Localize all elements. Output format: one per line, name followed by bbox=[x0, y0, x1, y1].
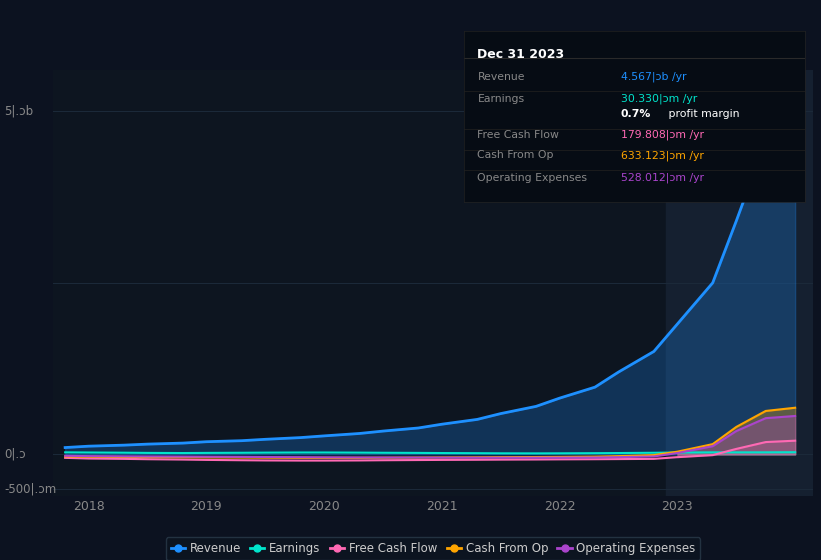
Text: Operating Expenses: Operating Expenses bbox=[478, 172, 588, 183]
Text: Free Cash Flow: Free Cash Flow bbox=[478, 130, 559, 140]
Text: Revenue: Revenue bbox=[478, 72, 525, 82]
Text: 30.330|ɔm /yr: 30.330|ɔm /yr bbox=[621, 94, 697, 104]
Text: 5|.ɔb: 5|.ɔb bbox=[4, 105, 33, 118]
Bar bbox=[666, 70, 813, 496]
Text: 4.567|ɔb /yr: 4.567|ɔb /yr bbox=[621, 72, 686, 82]
Text: Earnings: Earnings bbox=[478, 94, 525, 104]
Text: 179.808|ɔm /yr: 179.808|ɔm /yr bbox=[621, 130, 704, 140]
Text: -500|.ɔm: -500|.ɔm bbox=[4, 482, 57, 495]
Legend: Revenue, Earnings, Free Cash Flow, Cash From Op, Operating Expenses: Revenue, Earnings, Free Cash Flow, Cash … bbox=[166, 538, 700, 560]
Text: 528.012|ɔm /yr: 528.012|ɔm /yr bbox=[621, 172, 704, 183]
Text: Cash From Op: Cash From Op bbox=[478, 151, 554, 161]
Text: 0.7%: 0.7% bbox=[621, 110, 651, 119]
Text: Dec 31 2023: Dec 31 2023 bbox=[478, 48, 565, 61]
Text: 633.123|ɔm /yr: 633.123|ɔm /yr bbox=[621, 150, 704, 161]
Text: profit margin: profit margin bbox=[665, 110, 740, 119]
Text: 0|.ɔ: 0|.ɔ bbox=[4, 448, 25, 461]
